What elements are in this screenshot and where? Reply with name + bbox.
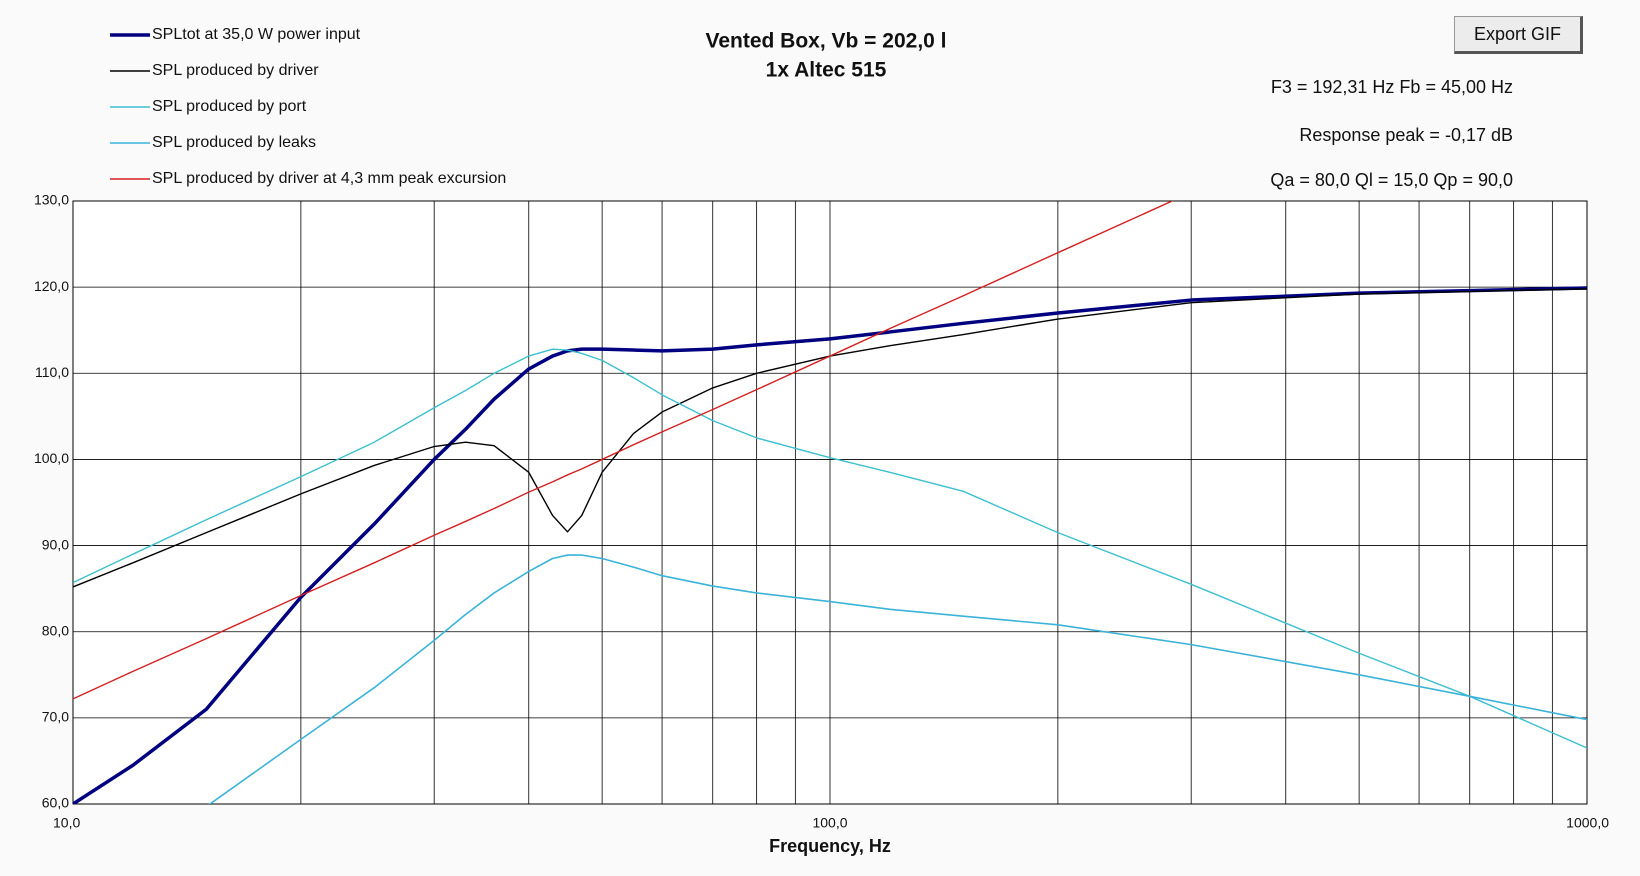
- legend-label: SPL produced by leaks: [152, 134, 316, 151]
- x-tick-label: 10,0: [53, 815, 80, 831]
- series-line: [73, 201, 1174, 700]
- series-line: [208, 554, 1587, 804]
- annotation: Response peak = -0,17 dB: [1299, 125, 1513, 145]
- plot-border: [72, 200, 1588, 805]
- y-tick-label: 130,0: [34, 192, 69, 208]
- series-line: [73, 348, 1587, 749]
- chart-title: Vented Box, Vb = 202,0 l: [705, 30, 946, 53]
- export-gif-button[interactable]: Export GIF: [1454, 16, 1583, 54]
- y-tick-label: 60,0: [42, 795, 69, 811]
- chart-subtitle: 1x Altec 515: [766, 59, 887, 82]
- x-axis-title: Frequency, Hz: [769, 836, 891, 856]
- y-tick-label: 110,0: [35, 364, 69, 380]
- y-tick-label: 90,0: [42, 536, 69, 552]
- x-tick-label: 1000,0: [1566, 815, 1609, 831]
- legend-label: SPL produced by driver: [152, 62, 319, 79]
- y-tick-label: 100,0: [34, 450, 69, 466]
- annotation: Qa = 80,0 Ql = 15,0 Qp = 90,0: [1270, 170, 1513, 190]
- y-tick-label: 80,0: [42, 622, 69, 638]
- legend-label: SPL produced by driver at 4,3 mm peak ex…: [152, 170, 506, 187]
- x-tick-label: 100,0: [812, 815, 847, 831]
- y-tick-label: 120,0: [34, 278, 69, 294]
- series-line: [73, 288, 1587, 588]
- series-group: [73, 201, 1587, 804]
- series-line: [73, 286, 1587, 804]
- legend-label: SPL produced by port: [152, 98, 307, 115]
- legend-label: SPLtot at 35,0 W power input: [152, 26, 361, 43]
- annotation: F3 = 192,31 Hz Fb = 45,00 Hz: [1271, 77, 1513, 97]
- y-tick-label: 70,0: [42, 709, 69, 725]
